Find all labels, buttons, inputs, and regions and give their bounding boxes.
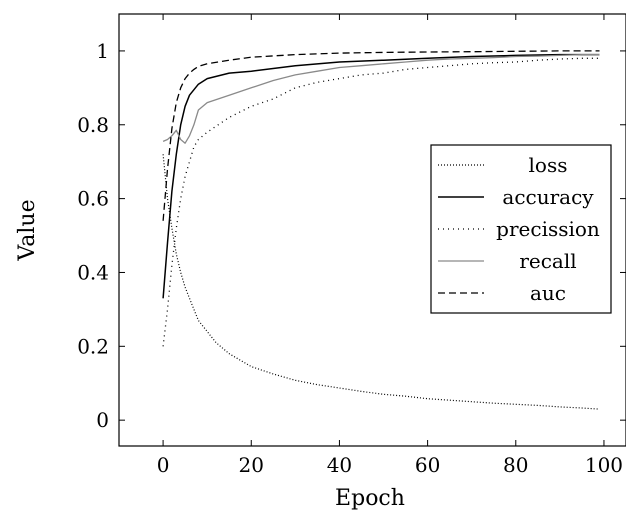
legend-label-recall: recall <box>519 249 576 273</box>
legend: loss accuracy precission recall auc <box>430 144 612 314</box>
series-line-recall <box>162 53 600 144</box>
legend-label-auc: auc <box>530 281 566 305</box>
y-tick-label: 0.8 <box>77 113 109 137</box>
series-line-loss <box>162 154 600 410</box>
x-tick-label: 40 <box>327 453 352 477</box>
y-tick-label: 0.4 <box>77 260 109 284</box>
plot-frame <box>118 13 626 447</box>
y-tick-label: 0 <box>96 408 109 432</box>
y-tick-label: 1 <box>96 39 109 63</box>
x-tick-label: 20 <box>239 453 264 477</box>
legend-box <box>430 144 612 314</box>
y-tick-label: 0.6 <box>77 187 109 211</box>
x-tick-label: 80 <box>503 453 528 477</box>
x-axis-title: Epoch <box>335 486 405 511</box>
x-tick-label: 100 <box>585 453 623 477</box>
y-axis-title: Value <box>15 199 40 261</box>
x-tick-label: 0 <box>157 453 170 477</box>
y-axis-ticks: 0 0.2 0.4 0.6 0.8 1 <box>77 39 626 432</box>
legend-label-precission: precission <box>496 217 600 241</box>
legend-label-accuracy: accuracy <box>502 185 594 209</box>
series-line-accuracy <box>162 53 600 299</box>
x-axis-ticks: 0 20 40 60 80 100 <box>157 14 623 477</box>
x-tick-label: 60 <box>415 453 440 477</box>
y-tick-label: 0.2 <box>77 334 109 358</box>
series-layer <box>162 50 600 410</box>
legend-label-loss: loss <box>529 153 568 177</box>
series-line-precission <box>162 57 600 347</box>
series-line-auc <box>162 50 600 221</box>
